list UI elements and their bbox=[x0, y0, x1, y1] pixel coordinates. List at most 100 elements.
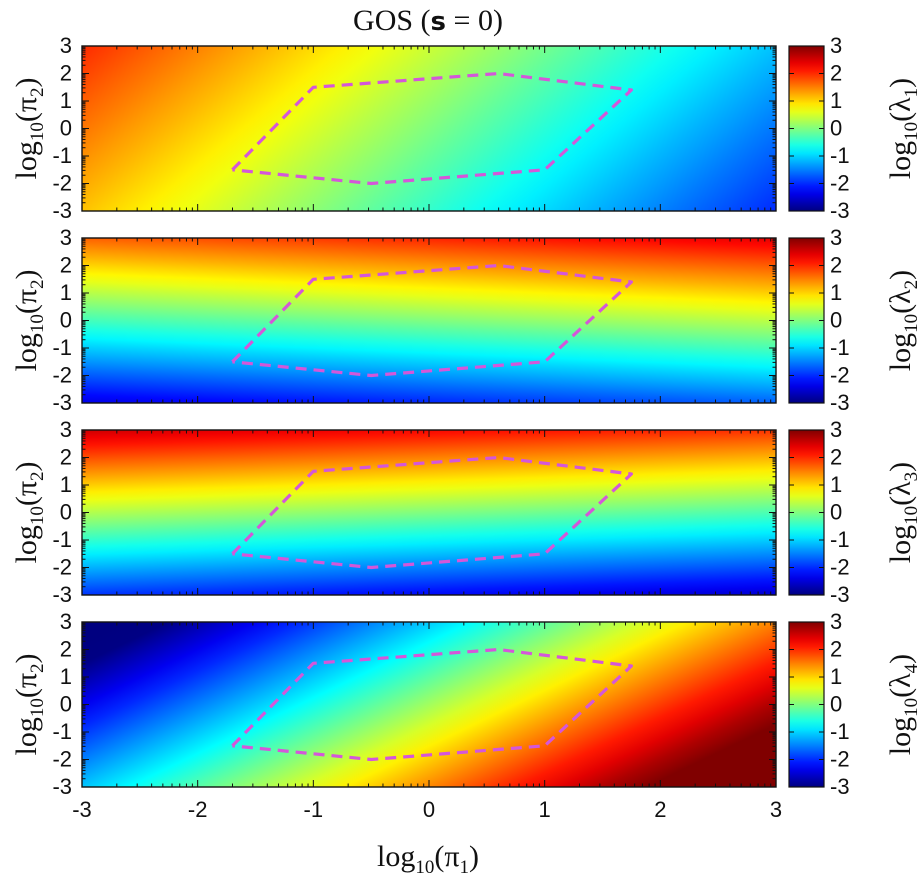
y-tick-label: -3 bbox=[52, 390, 72, 415]
colorbar-label: log10(λ2) bbox=[884, 270, 920, 371]
y-tick-label: 3 bbox=[60, 225, 72, 250]
y-tick-label: 1 bbox=[60, 664, 72, 689]
colorbar-label: log10(λ3) bbox=[884, 462, 920, 563]
x-tick-label: -2 bbox=[188, 797, 208, 822]
y-tick-label: 2 bbox=[60, 253, 72, 278]
colorbar-tick-label: 0 bbox=[830, 500, 842, 525]
axis-ticks bbox=[81, 621, 777, 788]
heatmap-surface bbox=[82, 238, 777, 403]
figure-title: GOS (s = 0) bbox=[353, 4, 503, 37]
heatmap-field bbox=[82, 46, 777, 211]
y-tick-label: -3 bbox=[52, 198, 72, 223]
y-tick-label: -1 bbox=[52, 719, 72, 744]
heatmap-surface bbox=[82, 46, 777, 211]
y-tick-label: -2 bbox=[52, 363, 72, 388]
y-tick-label: 3 bbox=[60, 33, 72, 58]
y-tick-label: 1 bbox=[60, 472, 72, 497]
colorbar bbox=[788, 237, 825, 404]
colorbar-tick-label: -2 bbox=[830, 747, 850, 772]
colorbar-tick-label: -1 bbox=[830, 335, 850, 360]
colorbar-tick-label: 1 bbox=[830, 280, 842, 305]
y-tick-label: 0 bbox=[60, 692, 72, 717]
heatmap-field bbox=[82, 430, 777, 595]
x-axis-label: log10(π1) bbox=[377, 840, 479, 878]
colorbar-tick-label: 1 bbox=[830, 88, 842, 113]
colorbar-tick-label: 2 bbox=[830, 61, 842, 86]
y-tick-label: -2 bbox=[52, 555, 72, 580]
colorbar-tick-label: -1 bbox=[830, 719, 850, 744]
y-tick-label: 2 bbox=[60, 445, 72, 470]
colorbar-label: log10(λ4) bbox=[884, 654, 920, 755]
colorbar-tick-label: 3 bbox=[830, 609, 842, 634]
axis-ticks bbox=[81, 45, 777, 212]
heatmap-surface bbox=[82, 430, 777, 595]
colorbar-tick-label: 0 bbox=[830, 692, 842, 717]
y-tick-label: 1 bbox=[60, 280, 72, 305]
colorbar bbox=[788, 621, 825, 788]
y-tick-label: -3 bbox=[52, 582, 72, 607]
y-tick-label: 2 bbox=[60, 61, 72, 86]
boundary-polygon bbox=[231, 647, 634, 762]
y-tick-label: 0 bbox=[60, 116, 72, 141]
figure-title-symbol: s bbox=[431, 7, 446, 37]
y-axis-label: log10(π2) bbox=[10, 462, 48, 564]
colorbar-tick-label: 0 bbox=[830, 308, 842, 333]
heatmap-field bbox=[82, 622, 777, 787]
colorbar-tick-label: -1 bbox=[830, 143, 850, 168]
boundary-polygon bbox=[231, 455, 634, 570]
y-tick-label: 3 bbox=[60, 609, 72, 634]
colorbar-tick-label: 1 bbox=[830, 664, 842, 689]
colorbar-tick-label: 3 bbox=[830, 33, 842, 58]
y-tick-label: -3 bbox=[52, 774, 72, 799]
heatmap-field bbox=[82, 238, 777, 403]
colorbar-tick-label: 1 bbox=[830, 472, 842, 497]
axis-ticks bbox=[81, 237, 777, 404]
x-tick-label: -3 bbox=[72, 797, 92, 822]
boundary-polygon bbox=[231, 263, 634, 378]
y-tick-label: 0 bbox=[60, 500, 72, 525]
y-tick-label: 2 bbox=[60, 637, 72, 662]
x-tick-label: 3 bbox=[770, 797, 782, 822]
y-tick-label: 3 bbox=[60, 417, 72, 442]
figure-title-suffix: = 0) bbox=[446, 4, 503, 37]
colorbar-tick-label: -2 bbox=[830, 363, 850, 388]
colorbar-tick-label: 2 bbox=[830, 445, 842, 470]
colorbar-tick-label: 3 bbox=[830, 225, 842, 250]
x-tick-label: 0 bbox=[423, 797, 435, 822]
panels: 3210-1-2-3log10(π2)3210-1-2-3log10(λ1)32… bbox=[10, 33, 920, 822]
x-tick-label: -1 bbox=[304, 797, 324, 822]
colorbar-tick-label: -2 bbox=[830, 171, 850, 196]
y-tick-label: -1 bbox=[52, 143, 72, 168]
y-axis-label: log10(π2) bbox=[10, 654, 48, 756]
colorbar-tick-label: 3 bbox=[830, 417, 842, 442]
colorbar bbox=[788, 429, 825, 596]
colorbar-tick-label: -3 bbox=[830, 774, 850, 799]
y-tick-label: 0 bbox=[60, 308, 72, 333]
colorbar-label: log10(λ1) bbox=[884, 78, 920, 179]
colorbar-tick-label: 0 bbox=[830, 116, 842, 141]
colorbar-tick-label: 2 bbox=[830, 253, 842, 278]
x-tick-label: 1 bbox=[539, 797, 551, 822]
y-tick-label: -1 bbox=[52, 527, 72, 552]
colorbar-tick-label: 2 bbox=[830, 637, 842, 662]
y-axis-label: log10(π2) bbox=[10, 78, 48, 180]
boundary-polygon bbox=[231, 71, 634, 186]
y-tick-label: -2 bbox=[52, 171, 72, 196]
colorbar-tick-label: -3 bbox=[830, 198, 850, 223]
y-tick-label: -2 bbox=[52, 747, 72, 772]
colorbar-tick-label: -3 bbox=[830, 582, 850, 607]
colorbar-tick-label: -1 bbox=[830, 527, 850, 552]
x-tick-label: 2 bbox=[654, 797, 666, 822]
axis-ticks bbox=[81, 429, 777, 596]
figure-title-prefix: GOS ( bbox=[353, 4, 431, 37]
y-axis-label: log10(π2) bbox=[10, 270, 48, 372]
heatmap-surface bbox=[82, 622, 777, 787]
colorbar bbox=[788, 45, 825, 212]
colorbar-tick-label: -2 bbox=[830, 555, 850, 580]
colorbar-tick-label: -3 bbox=[830, 390, 850, 415]
